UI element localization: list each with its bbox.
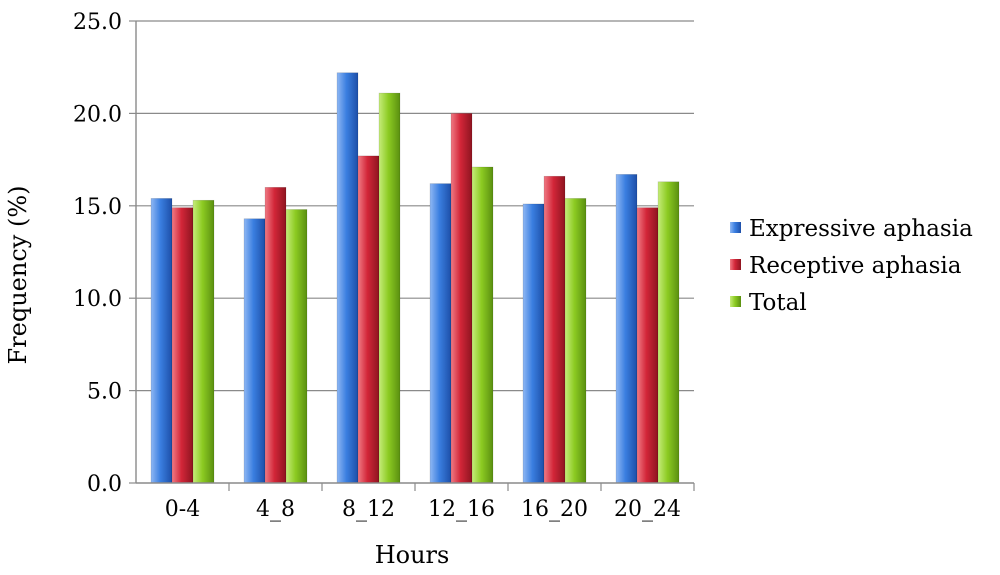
- bar-8_12-expressive-aphasia: [336, 72, 359, 484]
- x-tick-label: 4_8: [256, 497, 295, 522]
- bar-0-4-total: [192, 199, 215, 484]
- legend-swatch: [730, 222, 741, 233]
- legend-label: Expressive aphasia: [749, 216, 973, 242]
- axes: [129, 20, 695, 491]
- y-tick-label: 5.0: [87, 380, 122, 405]
- legend-swatch: [730, 259, 741, 270]
- bar-20_24-expressive-aphasia: [615, 174, 638, 484]
- x-tick-label: 16_20: [521, 497, 588, 522]
- legend: Expressive aphasia Receptive aphasia Total: [730, 216, 973, 316]
- legend-label: Total: [749, 290, 807, 316]
- y-tick-label: 20.0: [73, 102, 122, 127]
- bar-12_16-total: [471, 166, 494, 484]
- x-tick-label: 20_24: [614, 497, 681, 522]
- bars: [150, 72, 680, 484]
- bar-12_16-expressive-aphasia: [429, 183, 452, 484]
- x-axis-title: Hours: [375, 541, 450, 569]
- x-tick-label: 12_16: [428, 497, 495, 522]
- legend-label: Receptive aphasia: [749, 253, 962, 279]
- bar-0-4-receptive-aphasia: [171, 207, 194, 484]
- bar-16_20-expressive-aphasia: [522, 203, 545, 484]
- bar-0-4-expressive-aphasia: [150, 198, 173, 484]
- bar-8_12-receptive-aphasia: [357, 155, 380, 484]
- bar-20_24-total: [657, 181, 680, 484]
- y-tick-label: 25.0: [73, 10, 122, 35]
- bar-12_16-receptive-aphasia: [450, 113, 473, 484]
- bar-4_8-receptive-aphasia: [264, 187, 287, 484]
- x-tick-label: 0-4: [165, 497, 200, 522]
- gridlines: [136, 20, 694, 392]
- y-axis-title: Frequency (%): [4, 186, 32, 365]
- y-tick-label: 15.0: [73, 195, 122, 220]
- bar-4_8-expressive-aphasia: [243, 218, 266, 484]
- bar-8_12-total: [378, 92, 401, 484]
- x-tick-label: 8_12: [342, 497, 395, 522]
- bar-16_20-total: [564, 198, 587, 484]
- y-tick-label: 0.0: [87, 472, 122, 497]
- bar-4_8-total: [285, 209, 308, 484]
- tick-labels: 0.0 5.0 10.0 15.0 20.0 25.0 0-4 4_8 8_12 12_16 16_…: [73, 10, 681, 522]
- legend-swatch: [730, 296, 741, 307]
- y-tick-label: 10.0: [73, 287, 122, 312]
- bar-16_20-receptive-aphasia: [543, 175, 566, 484]
- bar-20_24-receptive-aphasia: [636, 207, 659, 484]
